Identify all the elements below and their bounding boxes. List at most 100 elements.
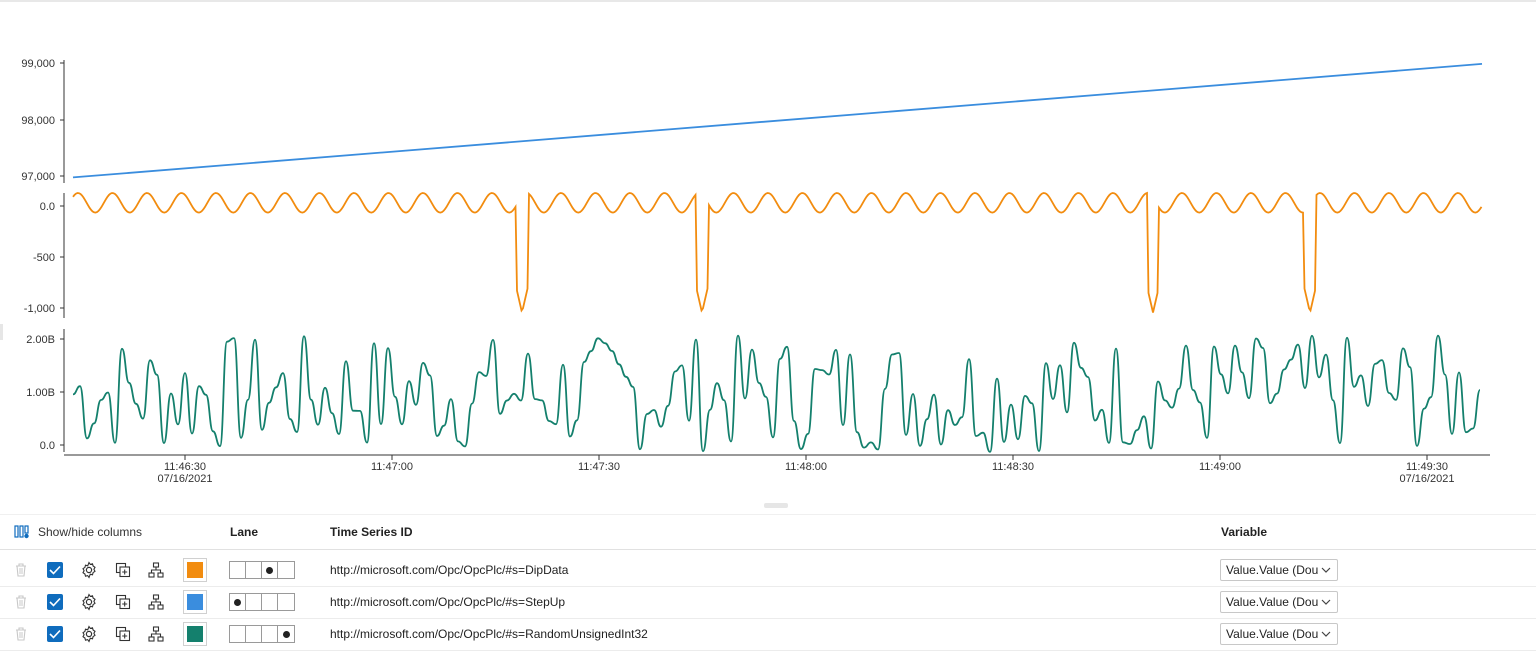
chevron-down-icon xyxy=(1321,599,1331,605)
lane-dot xyxy=(266,566,273,574)
lane-slot[interactable] xyxy=(262,626,278,642)
color-picker-button[interactable] xyxy=(183,618,207,650)
y-tick-label: -500 xyxy=(33,252,55,264)
y-tick-label: 0.0 xyxy=(40,201,55,213)
clone-icon xyxy=(115,626,131,642)
lane-slot[interactable] xyxy=(246,562,262,578)
time-series-chart[interactable]: 99,000 98,000 97,000 0.0 -500 -1,000 2.00B 1.00… xyxy=(0,0,1536,500)
column-header-variable[interactable]: Variable xyxy=(1221,525,1268,539)
x-tick-date: 07/16/2021 xyxy=(157,473,212,485)
series-table: Show/hide columns Lane Time Series ID Va… xyxy=(0,514,1536,666)
checkmark-icon xyxy=(49,629,61,639)
x-tick-time: 11:47:30 xyxy=(578,461,620,473)
hierarchy-icon xyxy=(148,626,164,642)
lane-selector[interactable] xyxy=(229,618,295,650)
chart-series xyxy=(72,63,1483,453)
time-series-id: http://microsoft.com/Opc/OpcPlc/#s=DipDa… xyxy=(330,563,569,577)
y-tick-label: 1.00B xyxy=(26,387,55,399)
columns-icon xyxy=(14,525,29,539)
lane-slot[interactable] xyxy=(278,594,294,610)
x-tick-time: 11:47:00 xyxy=(371,461,413,473)
y-tick-label: 2.00B xyxy=(26,334,55,346)
lane-resize-marker xyxy=(0,324,3,340)
visibility-checkbox[interactable] xyxy=(47,586,63,618)
checkmark-icon xyxy=(49,565,61,575)
variable-select-value: Value.Value (Dou xyxy=(1226,595,1319,609)
y-tick-label: 0.0 xyxy=(40,440,55,452)
hierarchy-icon xyxy=(148,594,164,610)
lane-dot xyxy=(234,598,241,606)
x-tick-time: 11:49:00 xyxy=(1199,461,1241,473)
trash-icon xyxy=(16,563,26,577)
hierarchy-button[interactable] xyxy=(148,586,164,618)
lane-slot[interactable] xyxy=(230,562,246,578)
delete-button[interactable] xyxy=(14,554,28,586)
hierarchy-button[interactable] xyxy=(148,554,164,586)
lane-slot[interactable] xyxy=(262,594,278,610)
series-line-stepup xyxy=(72,63,1483,179)
clone-icon xyxy=(115,594,131,610)
variable-select[interactable]: Value.Value (Dou xyxy=(1220,618,1338,650)
delete-button[interactable] xyxy=(14,586,28,618)
series-color-swatch xyxy=(187,594,203,610)
hierarchy-icon xyxy=(148,562,164,578)
clone-series-button[interactable] xyxy=(115,618,131,650)
gear-icon xyxy=(82,625,96,643)
pane-splitter-handle[interactable] xyxy=(764,503,788,508)
lane-slot[interactable] xyxy=(230,594,246,610)
chart-axes: 99,000 98,000 97,000 0.0 -500 -1,000 2.00B 1.00… xyxy=(0,58,1490,485)
color-picker-button[interactable] xyxy=(183,586,207,618)
lane-slot[interactable] xyxy=(262,562,278,578)
y-tick-label: 98,000 xyxy=(21,115,55,127)
series-line-randomuint32 xyxy=(72,334,1481,453)
x-tick-time: 11:46:30 xyxy=(164,461,206,473)
variable-select-value: Value.Value (Dou xyxy=(1226,627,1319,641)
time-series-id: http://microsoft.com/Opc/OpcPlc/#s=StepU… xyxy=(330,595,566,609)
y-tick-label: 97,000 xyxy=(21,171,55,183)
hierarchy-button[interactable] xyxy=(148,618,164,650)
x-tick-time: 11:48:00 xyxy=(785,461,827,473)
gear-icon xyxy=(82,593,96,611)
lane-slot[interactable] xyxy=(278,626,294,642)
trash-icon xyxy=(16,595,26,609)
table-row: http://microsoft.com/Opc/OpcPlc/#s=Rando… xyxy=(0,618,1536,651)
lane-dot xyxy=(282,630,290,638)
variable-select[interactable]: Value.Value (Dou xyxy=(1220,586,1338,618)
lane-slot[interactable] xyxy=(246,594,262,610)
column-header-lane[interactable]: Lane xyxy=(230,525,259,539)
table-row: http://microsoft.com/Opc/OpcPlc/#s=DipDa… xyxy=(0,554,1536,587)
color-picker-button[interactable] xyxy=(183,554,207,586)
clone-series-button[interactable] xyxy=(115,586,131,618)
table-header: Show/hide columns Lane Time Series ID Va… xyxy=(0,514,1536,550)
visibility-checkbox[interactable] xyxy=(47,554,63,586)
delete-button[interactable] xyxy=(14,618,28,650)
lane-slot[interactable] xyxy=(230,626,246,642)
variable-select[interactable]: Value.Value (Dou xyxy=(1220,554,1338,586)
show-hide-columns-button[interactable]: Show/hide columns xyxy=(14,525,142,539)
clone-icon xyxy=(115,562,131,578)
series-settings-button[interactable] xyxy=(80,618,98,650)
column-header-tsid[interactable]: Time Series ID xyxy=(330,525,413,539)
chevron-down-icon xyxy=(1321,567,1331,573)
clone-series-button[interactable] xyxy=(115,554,131,586)
series-line-dipdata xyxy=(72,191,1483,313)
x-tick-time: 11:49:30 xyxy=(1406,461,1448,473)
lane-slot[interactable] xyxy=(246,626,262,642)
table-row: http://microsoft.com/Opc/OpcPlc/#s=StepU… xyxy=(0,586,1536,619)
y-tick-label: 99,000 xyxy=(21,58,55,70)
lane-selector[interactable] xyxy=(229,554,295,586)
top-border xyxy=(0,0,1536,2)
lane-slot[interactable] xyxy=(278,562,294,578)
chevron-down-icon xyxy=(1321,631,1331,637)
variable-select-value: Value.Value (Dou xyxy=(1226,563,1319,577)
lane-selector[interactable] xyxy=(229,586,295,618)
gear-icon xyxy=(82,561,96,579)
x-tick-date: 07/16/2021 xyxy=(1399,473,1454,485)
show-hide-label: Show/hide columns xyxy=(38,525,143,539)
series-color-swatch xyxy=(187,626,203,642)
visibility-checkbox[interactable] xyxy=(47,618,63,650)
series-settings-button[interactable] xyxy=(80,586,98,618)
trash-icon xyxy=(16,627,26,641)
series-settings-button[interactable] xyxy=(80,554,98,586)
series-color-swatch xyxy=(187,562,203,578)
